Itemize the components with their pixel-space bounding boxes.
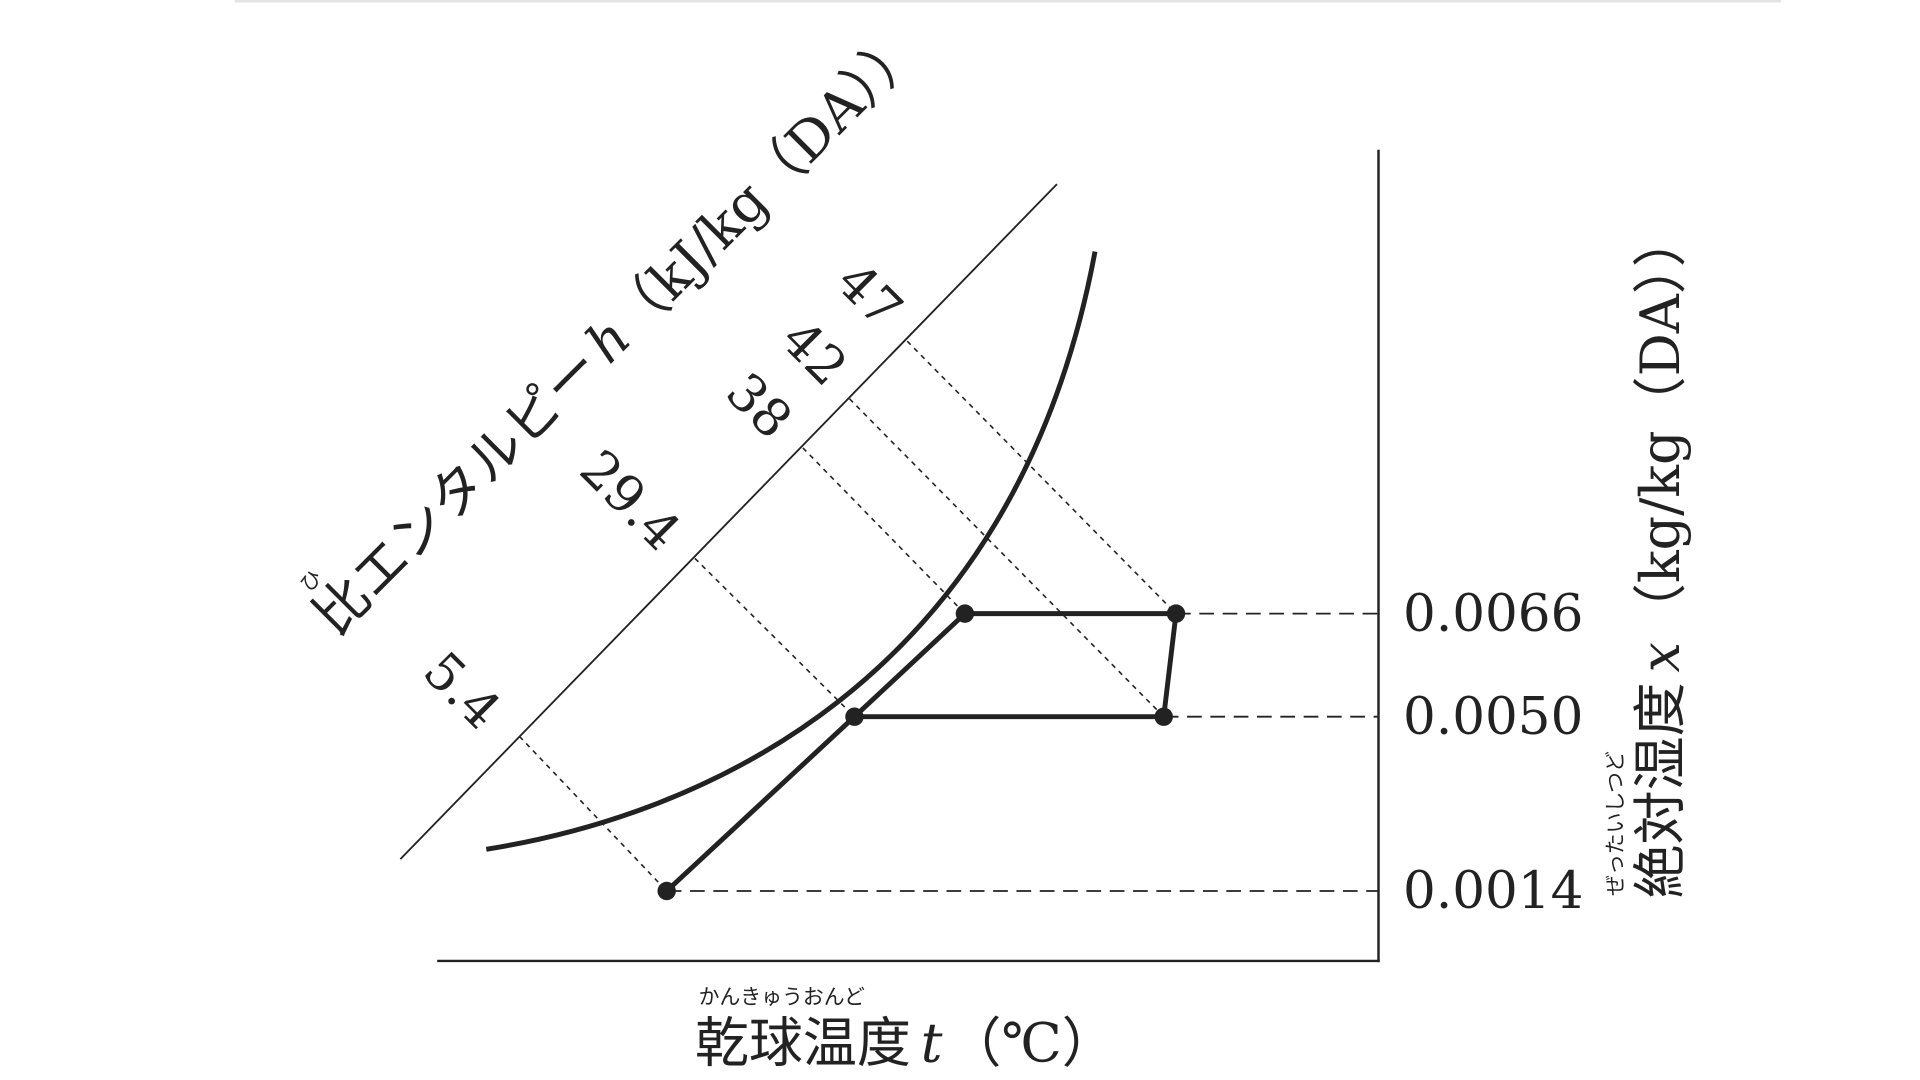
- label-symbol: x: [1629, 642, 1692, 672]
- enthalpy-scale-line: [399, 183, 1058, 860]
- state-point: [845, 707, 864, 726]
- ruby: ぜったいしつど: [1604, 751, 1628, 896]
- enthalpy-label: ひ 比エンタルピーh（kJ/kg（DA））: [295, 15, 933, 647]
- temperature-label: 乾球温度 t （℃）: [695, 1012, 1116, 1075]
- enthalpy-line: [906, 340, 1177, 615]
- label-unit: （kg/kg（DA））: [1629, 213, 1692, 637]
- ruby: かんきゅうおんど: [699, 985, 865, 1009]
- enthalpy-line: [802, 447, 966, 615]
- axis-label: 絶対湿度 x （kg/kg（DA））: [1629, 213, 1692, 898]
- enthalpy-value: 29.4: [568, 439, 692, 563]
- label-unit: （℃）: [947, 1012, 1115, 1075]
- state-point: [657, 881, 676, 901]
- enthalpy-value: 42: [770, 309, 859, 398]
- state-point: [955, 604, 975, 623]
- enthalpy-value: 38: [714, 362, 803, 451]
- label-name: 絶対湿度: [1629, 682, 1692, 898]
- humidity-value: 0.0014: [1403, 861, 1583, 921]
- saturation-curve: [485, 251, 1098, 852]
- humidity-value: 0.0066: [1403, 584, 1583, 644]
- humidity-value: 0.0050: [1403, 687, 1583, 747]
- enthalpy-line: [694, 557, 856, 718]
- humidity-label: ぜったいしつど 絶対湿度 x （kg/kg（DA））: [1604, 213, 1692, 898]
- label-symbol: t: [921, 1012, 943, 1075]
- label-name: 乾球温度: [695, 1012, 911, 1075]
- state-point: [1154, 707, 1173, 726]
- label-name: 比エンタルピー: [301, 336, 613, 648]
- enthalpy-line: [848, 398, 1165, 718]
- state-points: [657, 604, 1186, 901]
- state-point: [1166, 604, 1186, 623]
- enthalpy-line: [518, 735, 668, 892]
- enthalpy-lines: [518, 340, 1177, 892]
- humidity-lines: [666, 612, 1379, 892]
- enthalpy-value: 47: [825, 251, 914, 340]
- axis-label: 比エンタルピーh（kJ/kg（DA））: [301, 15, 933, 647]
- process-path: [665, 611, 1179, 893]
- enthalpy-value: 5.4: [412, 641, 512, 741]
